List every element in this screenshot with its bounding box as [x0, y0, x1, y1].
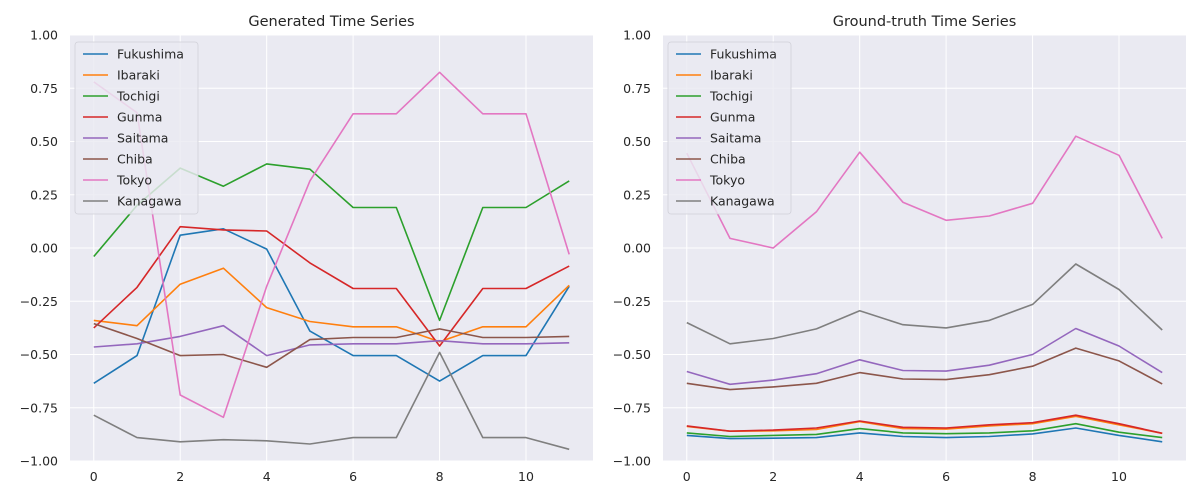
chart-title: Ground-truth Time Series: [833, 14, 1017, 30]
y-tick-label: 0.75: [30, 81, 58, 96]
y-tick-label: −1.00: [20, 454, 58, 469]
chart-title: Generated Time Series: [248, 14, 414, 30]
x-tick-label: 4: [856, 469, 864, 484]
y-tick-label: −0.75: [20, 400, 58, 415]
legend-box: [667, 41, 792, 215]
ground-truth-chart: 0 2 4 6 8 10 −1.00 −0.75 −0.50 −0.25 0.00 0.25 0.50 0…: [613, 14, 1186, 484]
y-tick-label: −0.75: [613, 400, 651, 415]
series-line-tokyo: [686, 135, 1163, 249]
x-tick-label: 2: [176, 469, 184, 484]
series-line-fukushima: [686, 427, 1163, 443]
series-line-ibaraki: [93, 267, 570, 343]
legend-box: [74, 41, 199, 215]
series-line-gunma: [93, 225, 570, 347]
y-tick-label: 0.25: [623, 187, 651, 202]
series-line-kanagawa: [686, 263, 1163, 345]
y-tick-label: 0.00: [30, 241, 58, 256]
legend-label: Gunma: [710, 110, 755, 125]
x-tick-label: 10: [518, 469, 534, 484]
series-line-saitama: [93, 324, 570, 357]
series-line-tokyo: [93, 71, 570, 419]
y-tick-label: −0.25: [20, 294, 58, 309]
x-tick-label: 6: [349, 469, 357, 484]
legend-label: Tochigi: [709, 89, 753, 104]
legend-label: Chiba: [710, 152, 746, 167]
tick-labels: 0 2 4 6 8 10 −1.00 −0.75 −0.50 −0.25 0.00 0.25 0.50 0…: [613, 28, 1127, 485]
x-tick-label: 8: [436, 469, 444, 484]
x-tick-label: 6: [942, 469, 950, 484]
series-line-chiba: [686, 347, 1163, 391]
legend-label: Kanagawa: [710, 194, 775, 209]
series-line-tochigi: [686, 422, 1163, 439]
y-tick-label: 0.00: [623, 241, 651, 256]
legend-label: Saitama: [710, 131, 761, 146]
y-tick-label: −0.50: [613, 347, 651, 362]
legend-label: Ibaraki: [117, 68, 160, 83]
x-tick-label: 8: [1029, 469, 1037, 484]
tick-labels: 0 2 4 6 8 10 −1.00 −0.75 −0.50 −0.25 0.00 0.25 0.50 0…: [20, 28, 534, 485]
legend-label: Kanagawa: [117, 194, 182, 209]
x-tick-label: 2: [769, 469, 777, 484]
legend-label: Fukushima: [117, 47, 184, 62]
x-tick-label: 4: [263, 469, 271, 484]
y-tick-label: 1.00: [623, 28, 651, 43]
y-tick-label: −0.50: [20, 347, 58, 362]
generated-chart: 0 2 4 6 8 10 −1.00 −0.75 −0.50 −0.25 0.00 0.25 0.50 0…: [20, 14, 593, 484]
y-tick-label: −1.00: [613, 454, 651, 469]
legend-label: Tochigi: [116, 89, 160, 104]
legend-label: Saitama: [117, 131, 168, 146]
y-tick-label: 1.00: [30, 28, 58, 43]
legend-label: Chiba: [117, 152, 153, 167]
legend: Fukushima Ibaraki Tochigi Gunma Saitama Chiba…: [74, 41, 199, 215]
y-tick-label: −0.25: [613, 294, 651, 309]
legend-label: Fukushima: [710, 47, 777, 62]
series-line-gunma: [686, 414, 1163, 435]
legend-label: Tokyo: [116, 173, 152, 188]
x-tick-label: 0: [683, 469, 691, 484]
legend: Fukushima Ibaraki Tochigi Gunma Saitama Chiba…: [667, 41, 792, 215]
y-tick-label: 0.25: [30, 187, 58, 202]
series-line-kanagawa: [93, 351, 570, 451]
series-line-fukushima: [93, 228, 570, 384]
legend-label: Ibaraki: [710, 68, 753, 83]
series-lines: [686, 135, 1163, 443]
x-tick-label: 0: [90, 469, 98, 484]
series-line-saitama: [686, 327, 1163, 386]
x-tick-label: 10: [1111, 469, 1127, 484]
y-tick-label: 0.50: [623, 134, 651, 149]
legend-label: Gunma: [117, 110, 162, 125]
y-tick-label: 0.50: [30, 134, 58, 149]
y-tick-label: 0.75: [623, 81, 651, 96]
legend-label: Tokyo: [709, 173, 745, 188]
